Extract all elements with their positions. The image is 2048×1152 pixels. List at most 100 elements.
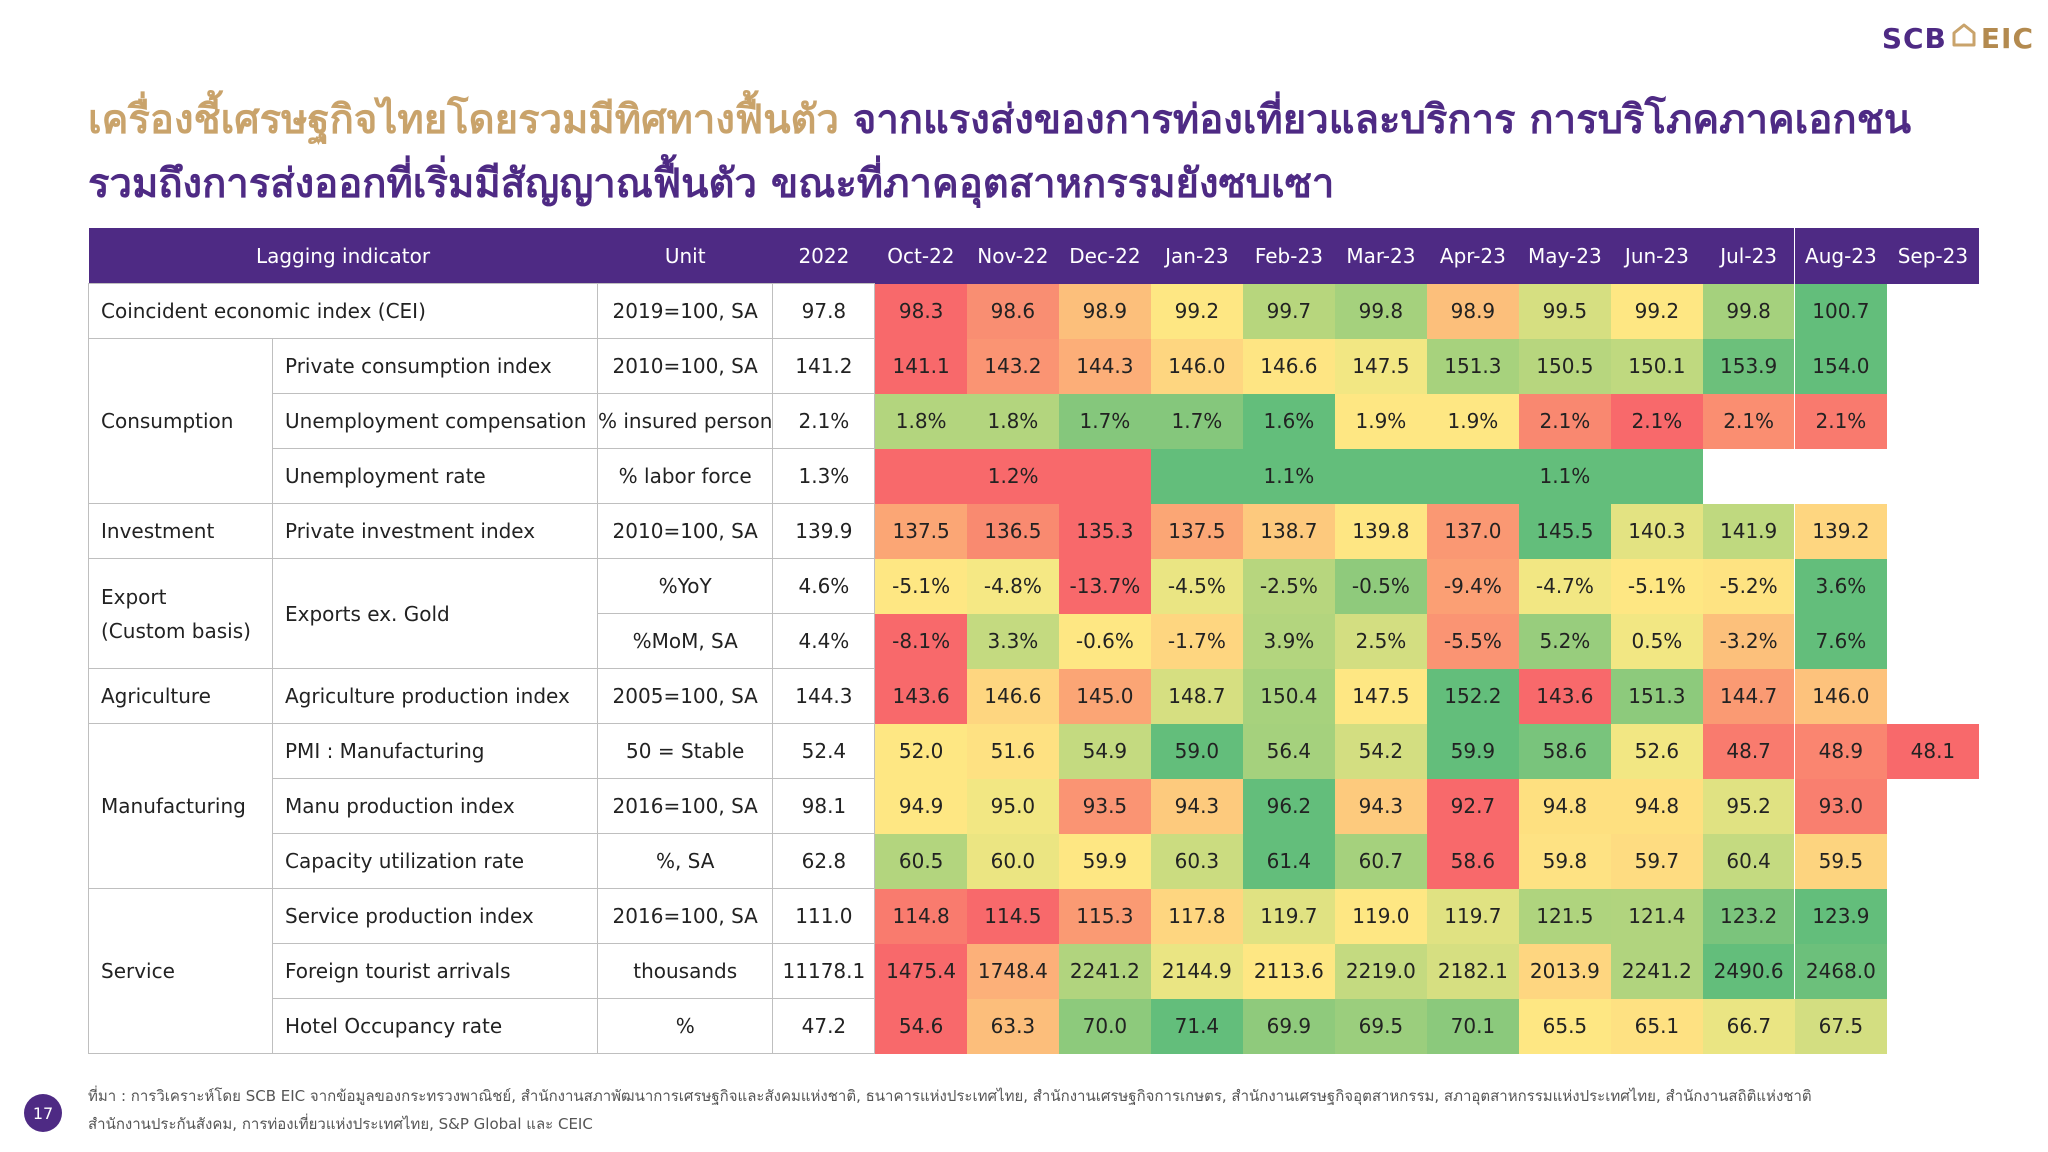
value-cell: 0.5%: [1610, 613, 1703, 669]
empty-cell: [1886, 558, 1979, 614]
value-cell: 2241.2: [1610, 943, 1703, 999]
merged-value-cell: 1.2%: [874, 448, 1151, 504]
value-cell: 136.5: [966, 503, 1059, 559]
value-cell: -4.8%: [966, 558, 1059, 614]
value-cell: 65.1: [1610, 998, 1703, 1054]
value-cell: -0.5%: [1334, 558, 1427, 614]
value-cell: 98.9: [1058, 283, 1151, 339]
table-row: Foreign tourist arrivals thousands 11178.1…: [89, 943, 1979, 999]
value-cell: 146.0: [1794, 668, 1887, 724]
value-cell: 100.7: [1794, 283, 1887, 339]
unit-cell: %YoY: [596, 558, 774, 614]
header-month: Apr-23: [1426, 228, 1519, 284]
value-cell: 99.2: [1150, 283, 1243, 339]
value-cell: -5.1%: [1610, 558, 1703, 614]
indicator-name: Capacity utilization rate: [272, 833, 598, 889]
group-label-line: Export: [101, 584, 167, 609]
group-label: Manufacturing: [88, 723, 273, 889]
value-cell: 59.9: [1426, 723, 1519, 779]
value-cell: 96.2: [1242, 778, 1335, 834]
value-cell: 139.8: [1334, 503, 1427, 559]
year-2022-cell: 139.9: [772, 503, 876, 559]
empty-cell: [1886, 613, 1979, 669]
value-cell: -3.2%: [1702, 613, 1795, 669]
value-cell: 1475.4: [874, 943, 967, 999]
empty-cell: [1886, 393, 1979, 449]
group-label: Consumption: [88, 338, 273, 504]
indicator-name: Private investment index: [272, 503, 598, 559]
value-cell: 2182.1: [1426, 943, 1519, 999]
value-cell: 52.6: [1610, 723, 1703, 779]
value-cell: 2490.6: [1702, 943, 1795, 999]
value-cell: 2.5%: [1334, 613, 1427, 669]
slide-title: เครื่องชี้เศรษฐกิจไทยโดยรวมมีทิศทางฟื้นต…: [88, 88, 1988, 216]
value-cell: 1.8%: [874, 393, 967, 449]
value-cell: 150.1: [1610, 338, 1703, 394]
title-line-2: รวมถึงการส่งออกที่เริ่มมีสัญญาณฟื้นตัว ข…: [88, 161, 1335, 207]
year-2022-cell: 62.8: [772, 833, 876, 889]
value-cell: 3.3%: [966, 613, 1059, 669]
value-cell: 137.0: [1426, 503, 1519, 559]
header-month: Dec-22: [1058, 228, 1151, 284]
title-line-1-rest: จากแรงส่งของการท่องเที่ยวและบริการ การบร…: [838, 97, 1912, 143]
value-cell: 70.1: [1426, 998, 1519, 1054]
value-cell: 98.6: [966, 283, 1059, 339]
indicator-name: Exports ex. Gold: [272, 558, 598, 669]
value-cell: 2.1%: [1518, 393, 1611, 449]
table-row: Consumption Private consumption index 2010…: [88, 338, 1979, 504]
value-cell: 60.7: [1334, 833, 1427, 889]
value-cell: 59.8: [1518, 833, 1611, 889]
value-cell: 115.3: [1058, 888, 1151, 944]
value-cell: 2219.0: [1334, 943, 1427, 999]
value-cell: 141.9: [1702, 503, 1795, 559]
value-cell: -8.1%: [874, 613, 967, 669]
value-cell: 48.7: [1702, 723, 1795, 779]
value-cell: 2.1%: [1702, 393, 1795, 449]
value-cell: -0.6%: [1058, 613, 1151, 669]
empty-cell: [1886, 283, 1979, 339]
value-cell: 99.8: [1334, 283, 1427, 339]
title-line-1: เครื่องชี้เศรษฐกิจไทยโดยรวมมีทิศทางฟื้นต…: [88, 88, 1988, 152]
value-cell: 150.4: [1242, 668, 1335, 724]
value-cell: 48.1: [1886, 723, 1979, 779]
table-row: Manu production index 2016=100, SA 98.1 94.…: [89, 778, 1979, 834]
year-2022-cell: 47.2: [772, 998, 876, 1054]
value-cell: 152.2: [1426, 668, 1519, 724]
value-cell: 144.3: [1058, 338, 1151, 394]
value-cell: 60.0: [966, 833, 1059, 889]
table-row: Capacity utilization rate%, SA 62.8 60.5 60…: [89, 833, 1979, 889]
unit-cell: thousands: [596, 943, 774, 999]
value-cell: 143.2: [966, 338, 1059, 394]
year-2022-cell: 111.0: [772, 888, 876, 944]
year-2022-cell: 97.8: [772, 283, 876, 339]
year-2022-cell: 141.2: [772, 338, 876, 394]
value-cell: -1.7%: [1150, 613, 1243, 669]
value-cell: 143.6: [874, 668, 967, 724]
value-cell: 119.7: [1242, 888, 1335, 944]
value-cell: 154.0: [1794, 338, 1887, 394]
indicator-name: PMI : Manufacturing: [272, 723, 598, 779]
value-cell: 2.1%: [1794, 393, 1887, 449]
value-cell: 60.4: [1702, 833, 1795, 889]
value-cell: 95.2: [1702, 778, 1795, 834]
value-cell: 137.5: [1150, 503, 1243, 559]
unit-cell: %: [596, 998, 774, 1054]
value-cell: 99.5: [1518, 283, 1611, 339]
value-cell: 1.7%: [1150, 393, 1243, 449]
value-cell: 59.5: [1794, 833, 1887, 889]
value-cell: 150.5: [1518, 338, 1611, 394]
merged-value-cell: 1.1%: [1150, 448, 1427, 504]
value-cell: 5.2%: [1518, 613, 1611, 669]
value-cell: 114.8: [874, 888, 967, 944]
value-cell: 1.7%: [1058, 393, 1151, 449]
value-cell: 139.2: [1794, 503, 1887, 559]
table-row: Coincident economic index (CEI) 2019=100,…: [88, 283, 1979, 339]
group-label: Agriculture: [88, 668, 273, 724]
group-label: Export (Custom basis): [88, 558, 273, 669]
value-cell: 119.0: [1334, 888, 1427, 944]
year-2022-cell: 1.3%: [772, 448, 876, 504]
value-cell: 135.3: [1058, 503, 1151, 559]
value-cell: 7.6%: [1794, 613, 1887, 669]
empty-cell: [1886, 338, 1979, 394]
value-cell: 117.8: [1150, 888, 1243, 944]
